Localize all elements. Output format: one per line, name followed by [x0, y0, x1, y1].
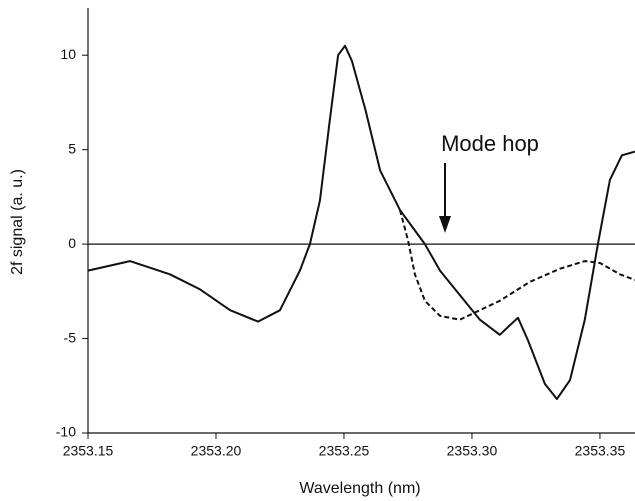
x-tick-label: 2353.20: [191, 443, 242, 459]
y-tick-label: -5: [64, 329, 77, 345]
data-line: [399, 209, 635, 321]
x-tick-label: 2353.35: [575, 443, 626, 459]
annotation: Mode hop: [441, 131, 539, 156]
data-line: [87, 44, 635, 400]
x-tick-label: 2353.30: [447, 443, 498, 459]
annotation-arrowhead: [439, 216, 451, 233]
y-tick-label: -10: [56, 424, 76, 440]
y-tick-label: 10: [60, 46, 76, 62]
y-tick-label: 5: [68, 140, 76, 156]
x-axis-label: Wavelength (nm): [299, 480, 420, 497]
y-tick-label: 0: [68, 235, 76, 251]
y-axis-label: 2f signal (a. u.): [9, 169, 26, 275]
x-tick-label: 2353.25: [319, 443, 370, 459]
x-tick-label: 2353.15: [63, 443, 114, 459]
